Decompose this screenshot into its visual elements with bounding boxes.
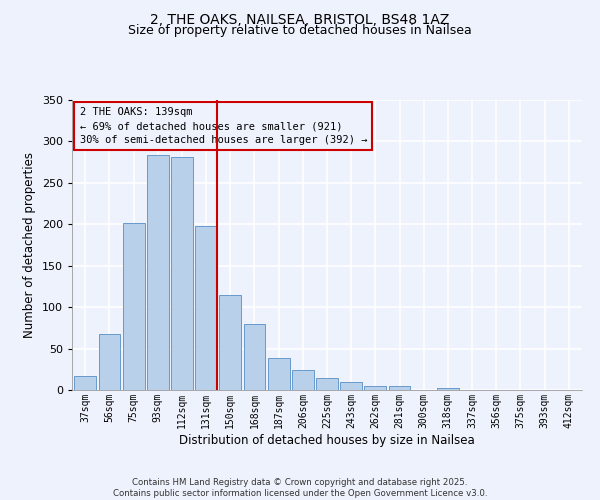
Bar [364, 386, 386, 390]
Text: Size of property relative to detached houses in Nailsea: Size of property relative to detached ho… [128, 24, 472, 37]
Bar [147, 154, 169, 390]
Bar [123, 224, 145, 390]
Bar [316, 378, 338, 390]
Bar [389, 386, 410, 390]
Text: 2 THE OAKS: 139sqm
← 69% of detached houses are smaller (921)
30% of semi-detach: 2 THE OAKS: 139sqm ← 69% of detached hou… [80, 108, 367, 146]
Bar [244, 324, 265, 390]
Bar [340, 382, 362, 390]
X-axis label: Distribution of detached houses by size in Nailsea: Distribution of detached houses by size … [179, 434, 475, 446]
Bar [437, 388, 459, 390]
Bar [220, 294, 241, 390]
Bar [195, 226, 217, 390]
Y-axis label: Number of detached properties: Number of detached properties [23, 152, 36, 338]
Text: Contains HM Land Registry data © Crown copyright and database right 2025.
Contai: Contains HM Land Registry data © Crown c… [113, 478, 487, 498]
Bar [268, 358, 290, 390]
Bar [98, 334, 121, 390]
Bar [292, 370, 314, 390]
Text: 2, THE OAKS, NAILSEA, BRISTOL, BS48 1AZ: 2, THE OAKS, NAILSEA, BRISTOL, BS48 1AZ [151, 12, 449, 26]
Bar [171, 157, 193, 390]
Bar [74, 376, 96, 390]
